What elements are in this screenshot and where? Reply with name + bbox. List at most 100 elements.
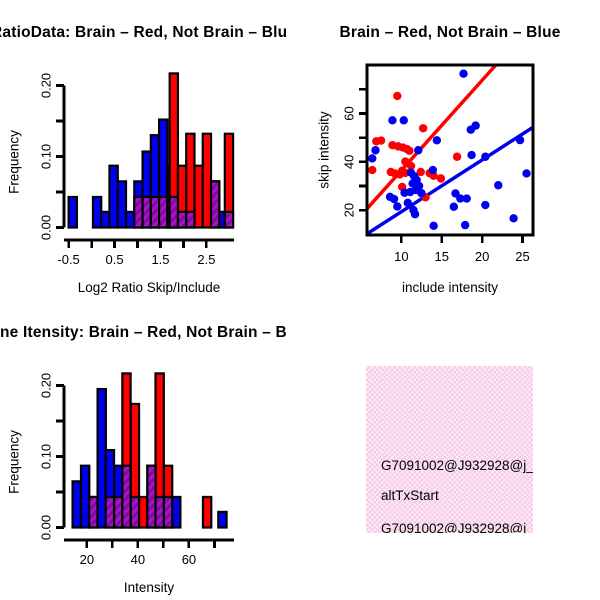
point-not_brain: [371, 146, 380, 155]
point-not_brain: [414, 146, 423, 155]
point-not_brain: [481, 200, 490, 210]
gene-info-box: G7091002@J932928@j_ altTxStart G7091002@…: [366, 366, 533, 533]
panel-scatter: Brain – Red, Not Brain – Blue 20 40 60 10 15…: [300, 0, 600, 300]
point-not_brain: [403, 198, 412, 208]
point-not_brain: [449, 202, 459, 211]
hist-bar-red: [137, 495, 149, 529]
point-not_brain: [368, 154, 377, 163]
point-not_brain: [400, 188, 409, 197]
hist-intensity-plot: 0.00 0.10 0.20 20 40 60 Intensity Frequency: [7, 372, 234, 595]
hist-bar-overlap: [185, 210, 196, 229]
y-tick-label: 60: [342, 106, 357, 120]
point-not_brain: [399, 116, 408, 125]
y-axis-label: Frequency: [7, 430, 22, 494]
point-brain: [418, 124, 428, 133]
hist-intensity-title: ne Itensity: Brain – Red, Not Brain – B: [0, 324, 287, 341]
brain-red-fit-line: [365, 63, 498, 210]
hist-bar-overlap: [104, 495, 116, 529]
hist-bar-overlap: [168, 195, 180, 229]
hist-bar-overlap: [158, 195, 169, 229]
point-not_brain: [432, 136, 442, 145]
notbrain-blue-fit-line: [366, 125, 534, 236]
point-not_brain: [459, 69, 468, 78]
x-tick-label: -0.5: [57, 252, 79, 267]
hist-bar-overlap: [141, 195, 152, 229]
hist-bar-red: [201, 495, 213, 529]
point-brain: [405, 146, 414, 155]
point-brain: [401, 157, 410, 166]
point-not_brain: [429, 221, 438, 231]
point-not_brain: [460, 220, 470, 230]
y-tick-label: 40: [342, 155, 357, 169]
hist-bar-blue: [71, 480, 82, 529]
point-brain: [393, 91, 402, 101]
hist-bar-overlap: [176, 210, 188, 229]
x-tick-label: 60: [182, 552, 196, 567]
panel-hist-intensity: ne Itensity: Brain – Red, Not Brain – B …: [0, 300, 300, 600]
y-axis-label: skip intensity: [317, 111, 332, 189]
y-tick-label: 20: [342, 203, 357, 217]
hist-bar-overlap: [149, 195, 161, 229]
point-brain: [368, 165, 377, 175]
x-tick-label: 2.5: [197, 252, 215, 267]
x-tick-label: 15: [434, 249, 448, 264]
point-brain: [376, 136, 386, 145]
hist-bar-overlap: [209, 180, 221, 229]
point-not_brain: [417, 189, 426, 198]
hist-bar-blue: [91, 195, 103, 229]
point-brain: [436, 174, 446, 183]
point-not_brain: [462, 194, 471, 203]
hist-bar-overlap: [223, 210, 235, 229]
gene-id-line-2: G7091002@J932928@j_: [381, 521, 533, 533]
x-tick-label: 20: [475, 249, 489, 264]
hist-bar-overlap: [113, 495, 124, 529]
gene-id-line: G7091002@J932928@j_: [381, 458, 533, 473]
panel-hist-ratio: RatioData: Brain – Red, Not Brain – Blu …: [0, 0, 300, 300]
point-not_brain: [389, 194, 399, 204]
point-not_brain: [481, 152, 490, 161]
hist-bar-overlap: [146, 464, 157, 529]
point-not_brain: [522, 169, 531, 178]
hist-bar-blue: [79, 464, 91, 529]
point-not_brain: [388, 116, 397, 125]
x-tick-label: 0.5: [106, 252, 124, 267]
hist-bar-overlap: [88, 495, 99, 529]
x-axis-label: Intensity: [124, 580, 175, 595]
hist-bar-blue: [67, 195, 78, 229]
hist-ratio-plot: 0.00 0.10 0.20 -0.5 0.5 1.5 2.5 Log2 Ratio Skip…: [7, 72, 235, 295]
point-not_brain: [467, 150, 476, 160]
point-not_brain: [456, 194, 465, 203]
scatter-title: Brain – Red, Not Brain – Blue: [339, 24, 561, 41]
x-axis-label: Log2 Ratio Skip/Include: [78, 280, 221, 295]
hist-bar-overlap: [162, 495, 174, 529]
point-not_brain: [494, 181, 503, 190]
y-axis-label: Frequency: [7, 130, 22, 194]
hist-bar-blue: [100, 210, 111, 229]
point-not_brain: [509, 214, 518, 223]
point-brain: [416, 167, 425, 177]
hist-bar-overlap: [121, 464, 132, 529]
hist-bar-overlap: [129, 495, 141, 529]
x-axis-label: include intensity: [402, 280, 498, 295]
x-tick-label: 1.5: [151, 252, 169, 267]
panel-info: G7091002@J932928@j_ altTxStart G7091002@…: [300, 300, 600, 600]
hist-bar-blue: [170, 495, 182, 529]
y-tick-label: 0.20: [39, 73, 54, 98]
y-tick-label: 0.10: [39, 444, 54, 469]
x-tick-label: 40: [131, 552, 145, 567]
hist-bar-red: [193, 164, 204, 229]
hist-bar-overlap: [133, 195, 144, 229]
point-brain: [452, 152, 462, 161]
hist-bar-overlap: [154, 495, 165, 529]
hist-ratio-title: RatioData: Brain – Red, Not Brain – Blu: [0, 24, 288, 41]
plot-box: [365, 63, 535, 237]
point-not_brain: [410, 210, 420, 219]
point-not_brain: [515, 135, 525, 145]
hist-bar-blue: [217, 510, 228, 529]
point-not_brain: [393, 202, 402, 211]
point-not_brain: [408, 179, 417, 188]
y-tick-label: 0.20: [39, 373, 54, 398]
y-tick-label: 0.10: [39, 144, 54, 169]
scatter-plot: 20 40 60 10 15 20 25 include intensity skip inte…: [317, 63, 535, 295]
